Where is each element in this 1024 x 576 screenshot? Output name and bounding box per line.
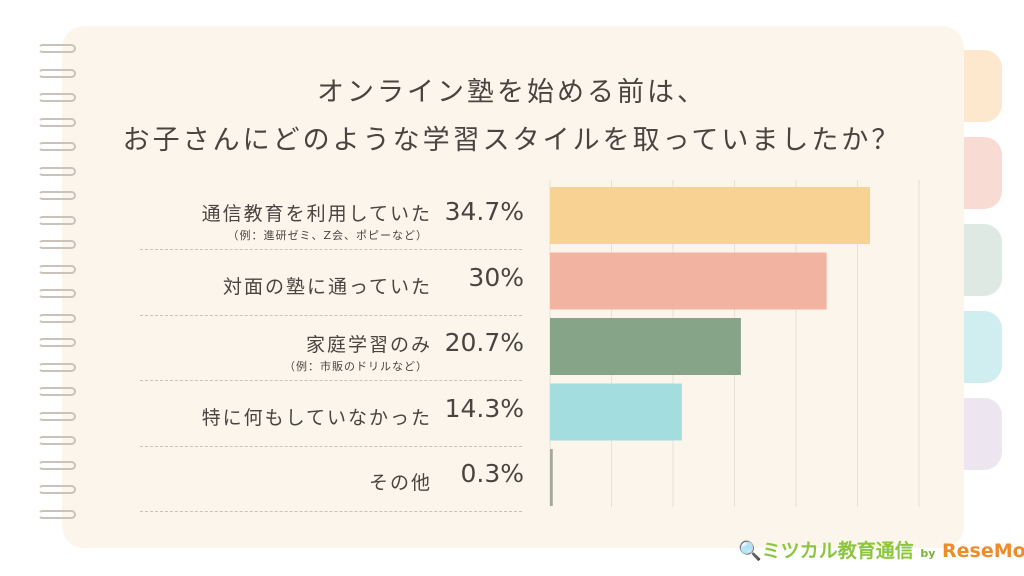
category-label: 家庭学習のみ	[305, 334, 432, 356]
binder-ring	[38, 289, 76, 298]
binder-ring	[38, 117, 76, 127]
data-label: 34.7%	[444, 197, 524, 226]
magnifier-icon: 🔍	[738, 540, 762, 562]
row-divider	[140, 314, 522, 316]
category-note: （例：進研ゼミ、Z会、ポピーなど）	[227, 229, 428, 242]
binder-ring	[38, 485, 76, 494]
logo-brand: ReseMom	[942, 540, 1024, 562]
binder-ring	[38, 68, 76, 78]
binder-ring	[38, 436, 76, 445]
binder-ring	[38, 215, 76, 225]
binder-ring	[38, 411, 76, 421]
logo-text: ミツカル	[761, 540, 838, 562]
category-note: （例：市販のドリルなど）	[284, 360, 428, 373]
category-label: 通信教育を利用していた	[201, 203, 432, 225]
logo: 🔍ミツカル教育通信 by ReseMom	[738, 536, 1024, 563]
bar	[550, 252, 827, 310]
binder-ring	[38, 93, 76, 102]
binder-ring	[38, 166, 76, 176]
bar	[550, 449, 553, 506]
binder-ring	[38, 338, 76, 347]
row-divider	[140, 445, 522, 447]
data-label: 14.3%	[444, 393, 524, 423]
logo-text: 教育通信	[837, 540, 914, 562]
bar	[550, 383, 682, 441]
category-label: その他	[368, 472, 432, 494]
binder-ring	[38, 509, 76, 519]
category-label: 特に何もしていなかった	[201, 406, 432, 429]
row-divider	[140, 249, 522, 250]
bar	[550, 187, 870, 244]
data-label: 20.7%	[444, 328, 524, 357]
binder-ring	[38, 142, 76, 151]
binder-ring	[38, 362, 76, 372]
binder-ring	[38, 191, 76, 200]
binder-ring	[38, 240, 76, 249]
bar	[550, 318, 741, 375]
binder-ring	[38, 44, 76, 53]
binder-ring	[38, 460, 76, 470]
logo-by: by	[920, 547, 936, 560]
data-label: 0.3%	[460, 459, 524, 488]
row-divider	[140, 511, 522, 512]
chart-title-line2: お子さんにどのような学習スタイルを取っていましたか？	[122, 125, 902, 156]
row-divider	[140, 380, 522, 381]
category-label: 対面の塾に通っていた	[222, 275, 432, 298]
chart-title-line1: オンライン塾を始める前は、	[317, 77, 707, 108]
binder-ring	[38, 313, 76, 323]
binder-ring	[38, 264, 76, 274]
data-label: 30%	[468, 262, 524, 292]
binder-ring	[38, 387, 76, 396]
